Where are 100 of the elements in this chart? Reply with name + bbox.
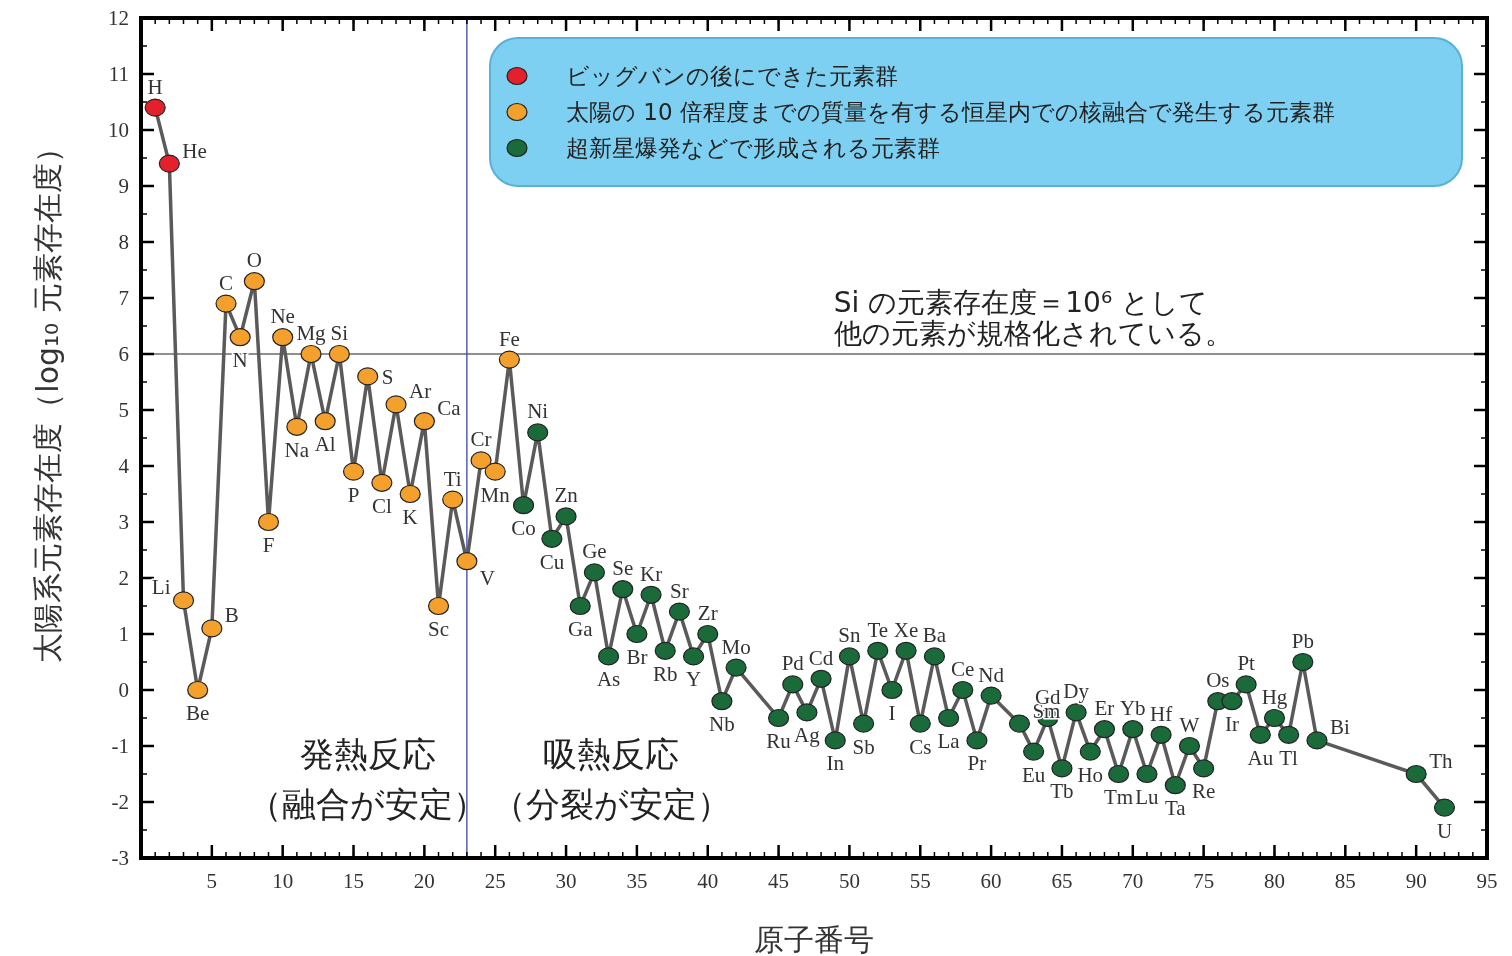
- point: [1433, 798, 1456, 817]
- x-tick-label: 70: [1122, 869, 1144, 893]
- annotation: Hg: [1261, 685, 1288, 709]
- annotation: K: [402, 505, 418, 529]
- point: [498, 350, 520, 369]
- point: [895, 641, 917, 660]
- x-tick-label: 80: [1263, 869, 1285, 893]
- point: [527, 423, 549, 442]
- point: [1193, 759, 1215, 778]
- point: [810, 669, 832, 688]
- point: [272, 328, 294, 347]
- annotation: B: [224, 603, 239, 628]
- point: [597, 647, 620, 666]
- annotation: C: [219, 270, 234, 295]
- annotation: 吸熱反応: [543, 733, 680, 774]
- annotation: Rb: [652, 661, 678, 686]
- annotation: Dy: [1063, 679, 1090, 704]
- x-tick-label: 60: [980, 869, 1002, 893]
- annotation: Yb: [1119, 696, 1146, 721]
- annotation: In: [826, 751, 845, 776]
- x-tick-label: 35: [626, 869, 648, 893]
- y-tick-label: 12: [108, 6, 129, 30]
- x-tick-label: 50: [838, 869, 860, 893]
- y-tick-label: 10: [108, 118, 129, 142]
- annotation: H: [147, 74, 163, 99]
- annotation: Pt: [1237, 651, 1256, 676]
- point: [172, 591, 195, 610]
- annotation: Cs: [909, 734, 932, 759]
- y-tick-label: -1: [111, 734, 129, 758]
- x-tick-label: 75: [1193, 869, 1215, 893]
- y-tick-label: -3: [111, 846, 129, 870]
- point: [1008, 714, 1031, 733]
- point: [456, 552, 478, 571]
- annotation: Ba: [922, 623, 947, 648]
- point: [257, 512, 280, 532]
- point: [1079, 742, 1101, 761]
- annotation: O: [246, 248, 262, 273]
- annotation: （分裂が安定）: [491, 784, 731, 824]
- point: [215, 294, 237, 313]
- point: [569, 596, 591, 616]
- annotation: Y: [685, 667, 702, 692]
- annotation: Ge: [582, 539, 607, 564]
- y-tick-label: -2: [111, 790, 129, 814]
- point: [300, 344, 322, 364]
- point: [201, 619, 223, 638]
- annotation: Sc: [428, 617, 450, 641]
- point: [1108, 764, 1130, 784]
- annotation: Li: [151, 575, 171, 600]
- point: [867, 641, 889, 660]
- point: [767, 708, 790, 728]
- point: [612, 580, 634, 599]
- annotation: Ca: [437, 396, 462, 421]
- x-tick-label: 40: [697, 869, 719, 893]
- legend-label: ビッグバンの後にできた元素群: [566, 63, 898, 89]
- x-tick-label: 45: [768, 869, 790, 893]
- point: [654, 641, 676, 660]
- point: [923, 647, 946, 666]
- annotation: Os: [1206, 668, 1230, 693]
- x-tick-label: 65: [1051, 869, 1073, 893]
- point: [187, 680, 209, 700]
- point: [555, 507, 577, 526]
- annotation: Bi: [1329, 715, 1350, 740]
- point: [541, 529, 563, 548]
- point: [1292, 652, 1314, 672]
- annotation: Cu: [539, 549, 565, 574]
- y-tick-label: 6: [118, 342, 129, 366]
- point: [158, 154, 180, 173]
- annotation: Co: [511, 516, 536, 541]
- legend-label: 超新星爆発などで形成される元素群: [566, 135, 940, 161]
- annotation: Ne: [270, 304, 295, 329]
- point: [399, 484, 421, 504]
- annotation: Al: [314, 432, 336, 457]
- point: [328, 344, 350, 364]
- point: [881, 680, 903, 700]
- annotation: Pb: [1291, 629, 1314, 653]
- annotation: P: [347, 482, 360, 507]
- y-axis-title: 太陽系元素存在度（log₁₀ 元素存在度）: [30, 133, 65, 663]
- annotation: Zr: [697, 601, 718, 625]
- point: [1235, 675, 1257, 694]
- annotation: Mn: [480, 482, 511, 507]
- annotation: He: [182, 138, 207, 163]
- annotation: Ag: [794, 723, 821, 748]
- annotation: Si: [330, 321, 349, 345]
- point: [385, 395, 407, 414]
- point: [1065, 703, 1087, 722]
- annotation: Cd: [808, 645, 834, 670]
- annotation: Ar: [409, 379, 432, 404]
- point: [938, 708, 960, 728]
- point: [144, 98, 166, 117]
- x-tick-label: 30: [555, 869, 577, 893]
- annotation: Th: [1429, 749, 1453, 773]
- annotation: 発熱反応: [299, 733, 436, 774]
- point: [1278, 725, 1300, 744]
- point: [626, 624, 648, 644]
- annotation: S: [381, 365, 394, 390]
- annotation: Mg: [296, 321, 327, 345]
- annotation: La: [937, 729, 961, 753]
- point: [484, 462, 506, 481]
- annotation: Eu: [1021, 762, 1046, 787]
- y-tick-label: 8: [118, 230, 129, 254]
